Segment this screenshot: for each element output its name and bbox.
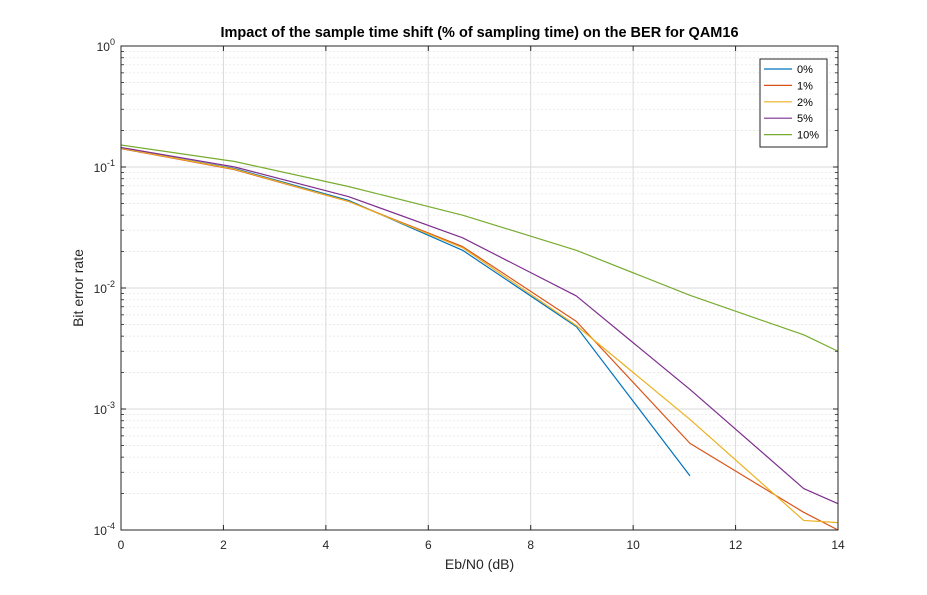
y-tick-label: 10-2 (94, 279, 115, 296)
series-line-2 (120, 147, 839, 524)
legend-label-3: 5% (797, 113, 813, 125)
chart-title: Impact of the sample time shift (% of sa… (220, 25, 738, 41)
y-tick-label: 10-4 (94, 521, 115, 538)
x-tick-labels: 0 2 4 6 8 10 12 14 (118, 538, 845, 552)
x-tick-label: 6 (425, 538, 432, 552)
x-tick-label: 10 (626, 538, 640, 552)
series-line-4 (120, 144, 839, 352)
x-tick-label: 0 (118, 538, 125, 552)
legend: 0% 1% 2% 5% 10% (759, 58, 828, 148)
series-layer (120, 144, 839, 531)
legend-label-4: 10% (797, 130, 819, 142)
series-line-3 (120, 146, 839, 505)
legend-box (759, 58, 828, 148)
y-tick-label: 10-3 (94, 400, 115, 417)
x-tick-label: 2 (220, 538, 227, 552)
y-tick-labels: 10-4 10-3 10-2 10-1 100 (94, 37, 115, 538)
legend-label-2: 2% (797, 97, 813, 109)
plot-area (120, 45, 839, 531)
y-tick-label: 100 (97, 37, 115, 54)
minor-grid (121, 51, 838, 494)
legend-label-1: 1% (797, 80, 813, 92)
x-tick-label: 4 (323, 538, 330, 552)
y-tick-label: 10-1 (94, 158, 115, 175)
x-tick-label: 8 (527, 538, 534, 552)
x-tick-label: 14 (831, 538, 845, 552)
y-axis-label: Bit error rate (70, 249, 86, 327)
x-tick-label: 12 (729, 538, 743, 552)
legend-label-0: 0% (797, 64, 813, 76)
x-axis-label: Eb/N0 (dB) (445, 556, 514, 572)
ticks-layer (120, 45, 839, 531)
